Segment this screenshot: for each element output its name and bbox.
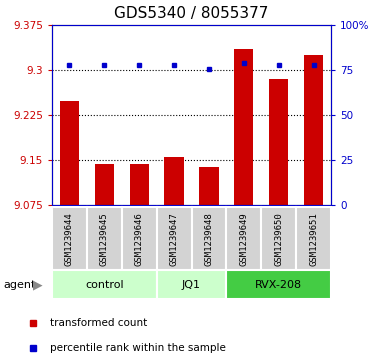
Text: RVX-208: RVX-208 [255,280,302,290]
Title: GDS5340 / 8055377: GDS5340 / 8055377 [114,7,269,21]
Text: GSM1239650: GSM1239650 [274,212,283,266]
Text: ▶: ▶ [33,278,42,291]
Text: GSM1239645: GSM1239645 [100,212,109,266]
Bar [95,164,114,205]
Bar [304,56,323,205]
Bar [261,207,296,270]
Bar [157,207,192,270]
Text: agent: agent [4,280,36,290]
Bar [60,102,79,205]
Bar [130,164,149,205]
Text: control: control [85,280,124,290]
Bar [157,270,226,299]
Text: percentile rank within the sample: percentile rank within the sample [50,343,226,353]
Text: GSM1239648: GSM1239648 [204,212,214,266]
Bar [226,207,261,270]
Bar [52,270,157,299]
Bar [269,79,288,205]
Bar [234,49,253,205]
Text: GSM1239647: GSM1239647 [169,212,179,266]
Text: transformed count: transformed count [50,318,148,328]
Text: JQ1: JQ1 [182,280,201,290]
Text: GSM1239649: GSM1239649 [239,212,248,266]
Text: GSM1239651: GSM1239651 [309,212,318,266]
Bar [87,207,122,270]
Bar [199,167,219,205]
Bar [296,207,331,270]
Bar [164,157,184,205]
Bar [226,270,331,299]
Text: GSM1239646: GSM1239646 [135,212,144,266]
Bar [52,207,87,270]
Bar [192,207,226,270]
Text: GSM1239644: GSM1239644 [65,212,74,266]
Bar [122,207,157,270]
